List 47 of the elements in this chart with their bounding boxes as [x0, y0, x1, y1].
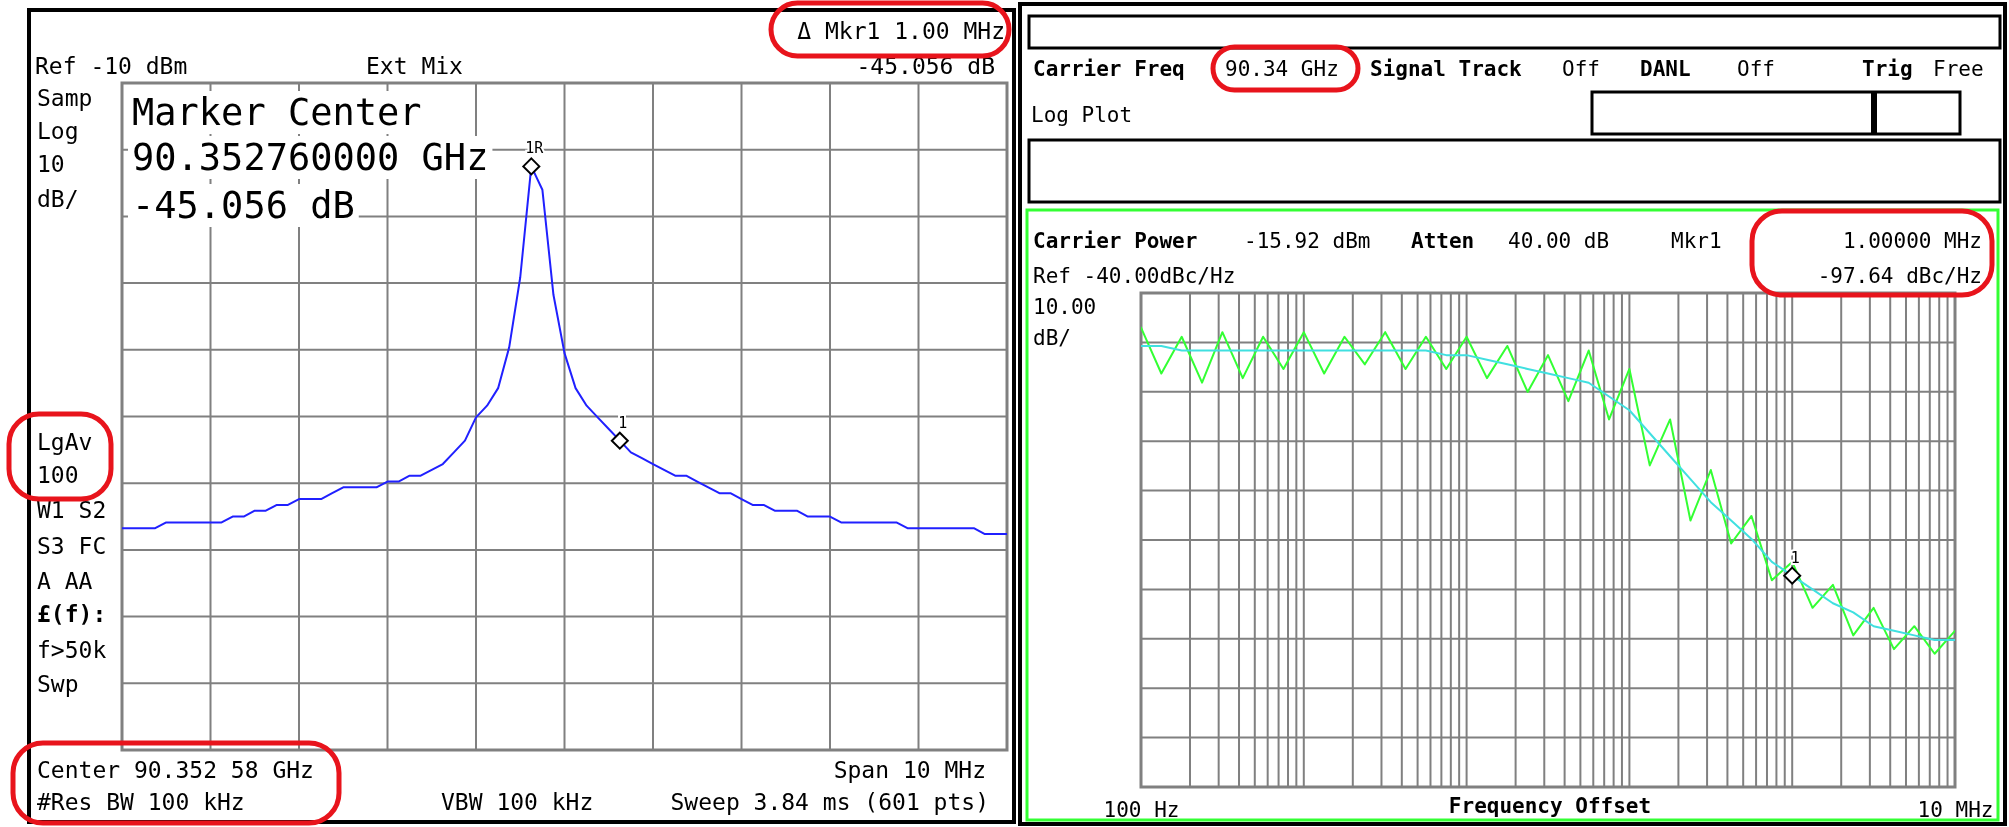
text: Ext Mix: [366, 53, 463, 79]
text: Carrier Freq: [1033, 57, 1185, 81]
text: 90.34 GHz: [1225, 57, 1339, 81]
text: Signal Track: [1370, 57, 1523, 81]
text: 100: [37, 462, 79, 488]
text: Carrier Power: [1033, 229, 1198, 253]
text: Ref -10 dBm: [35, 53, 188, 79]
text: DANL: [1640, 57, 1691, 81]
text: Samp: [37, 85, 93, 111]
text: Trig: [1862, 57, 1913, 81]
text: Mkr1: [1671, 229, 1722, 253]
text: 10.00: [1033, 295, 1097, 319]
text: S3 FC: [37, 533, 107, 559]
text: Off: [1562, 57, 1600, 81]
text: W1 S2: [37, 497, 107, 523]
text: Swp: [37, 671, 79, 697]
text: f>50k: [37, 637, 107, 663]
text: -15.92 dBm: [1244, 229, 1371, 253]
text: #Res BW 100 kHz: [37, 789, 245, 815]
text: Sweep 3.84 ms (601 pts): [670, 789, 989, 815]
text: -97.64 dBc/Hz: [1817, 264, 1982, 288]
text: Log Plot: [1031, 103, 1133, 127]
text: Off: [1737, 57, 1775, 81]
x-tick-label: 100 Hz: [1103, 798, 1180, 823]
text: LgAv: [37, 429, 93, 455]
text: Marker Center: [132, 91, 422, 134]
text: Ref -40.00dBc/Hz: [1033, 264, 1236, 288]
text: Log: [37, 118, 79, 144]
text: Span 10 MHz: [833, 757, 986, 783]
x-axis-title: Frequency Offset: [1448, 794, 1652, 818]
text: dB/: [37, 186, 79, 212]
text: VBW 100 kHz: [441, 789, 594, 815]
text: Δ Mkr1 1.00 MHz: [797, 18, 1005, 44]
text: 40.00 dB: [1508, 229, 1610, 253]
text: £(f):: [37, 601, 107, 627]
annotation: 1: [618, 413, 628, 432]
text: Atten: [1411, 229, 1475, 253]
text: A AA: [37, 568, 93, 594]
annotation: -45.056 dB: [132, 184, 355, 227]
text: dB/: [1033, 326, 1071, 350]
text: Free: [1933, 57, 1984, 81]
text: 10: [37, 151, 65, 177]
text: 1.00000 MHz: [1842, 229, 1982, 253]
text: Center 90.352 58 GHz: [37, 757, 314, 783]
x-tick-label: 10 MHz: [1917, 798, 1994, 823]
text: 1R: [525, 139, 545, 158]
annotation: 1: [1790, 548, 1800, 567]
